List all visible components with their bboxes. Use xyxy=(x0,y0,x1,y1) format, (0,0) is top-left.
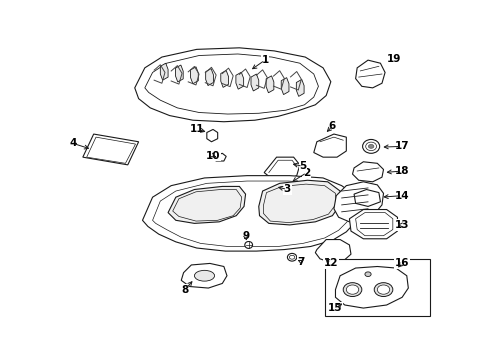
Polygon shape xyxy=(250,74,258,91)
Ellipse shape xyxy=(346,285,358,294)
Polygon shape xyxy=(352,162,383,182)
Text: 14: 14 xyxy=(394,191,408,201)
Text: 6: 6 xyxy=(328,121,335,131)
Polygon shape xyxy=(160,63,168,80)
Text: 8: 8 xyxy=(181,285,188,294)
Polygon shape xyxy=(353,189,380,206)
Ellipse shape xyxy=(194,270,214,281)
Polygon shape xyxy=(206,130,217,142)
Text: 12: 12 xyxy=(323,258,337,269)
Polygon shape xyxy=(281,78,288,95)
Ellipse shape xyxy=(263,183,274,193)
Ellipse shape xyxy=(365,142,376,150)
Polygon shape xyxy=(313,134,346,157)
Polygon shape xyxy=(181,264,226,288)
Text: 4: 4 xyxy=(69,138,76,148)
Polygon shape xyxy=(333,182,383,222)
Text: 5: 5 xyxy=(299,161,306,171)
Bar xyxy=(324,259,429,316)
Polygon shape xyxy=(144,54,318,114)
Polygon shape xyxy=(263,184,335,222)
Polygon shape xyxy=(172,189,241,221)
Polygon shape xyxy=(82,134,138,165)
Polygon shape xyxy=(135,48,330,122)
Text: 2: 2 xyxy=(303,167,310,177)
Polygon shape xyxy=(142,176,359,251)
Polygon shape xyxy=(235,72,243,89)
Polygon shape xyxy=(335,266,407,308)
Polygon shape xyxy=(296,80,304,96)
Text: 18: 18 xyxy=(394,166,408,176)
Text: 13: 13 xyxy=(394,220,408,230)
Polygon shape xyxy=(86,137,135,163)
Ellipse shape xyxy=(343,283,361,297)
Polygon shape xyxy=(213,153,226,161)
Ellipse shape xyxy=(377,285,389,294)
Ellipse shape xyxy=(362,139,379,153)
Text: 7: 7 xyxy=(297,257,305,267)
Polygon shape xyxy=(168,186,245,223)
Text: 16: 16 xyxy=(394,258,408,269)
Ellipse shape xyxy=(373,283,392,297)
Text: 9: 9 xyxy=(242,231,248,241)
Ellipse shape xyxy=(367,144,373,148)
Polygon shape xyxy=(152,181,350,247)
Ellipse shape xyxy=(244,242,252,248)
Polygon shape xyxy=(190,67,198,84)
Polygon shape xyxy=(265,76,273,93)
Ellipse shape xyxy=(364,272,370,276)
Polygon shape xyxy=(355,60,384,88)
Ellipse shape xyxy=(265,185,272,191)
Polygon shape xyxy=(315,239,350,263)
Ellipse shape xyxy=(289,255,294,259)
Polygon shape xyxy=(220,71,228,87)
Text: 11: 11 xyxy=(190,125,204,134)
Text: 1: 1 xyxy=(261,55,268,65)
Text: 15: 15 xyxy=(327,303,342,313)
Ellipse shape xyxy=(287,253,296,261)
Text: 17: 17 xyxy=(394,141,408,151)
Polygon shape xyxy=(349,210,397,239)
Polygon shape xyxy=(258,180,340,225)
Text: 3: 3 xyxy=(283,184,290,194)
Polygon shape xyxy=(205,69,213,86)
Polygon shape xyxy=(264,157,299,180)
Text: 19: 19 xyxy=(386,54,401,64)
Text: 10: 10 xyxy=(205,150,220,161)
Polygon shape xyxy=(175,65,183,82)
Polygon shape xyxy=(355,213,392,236)
